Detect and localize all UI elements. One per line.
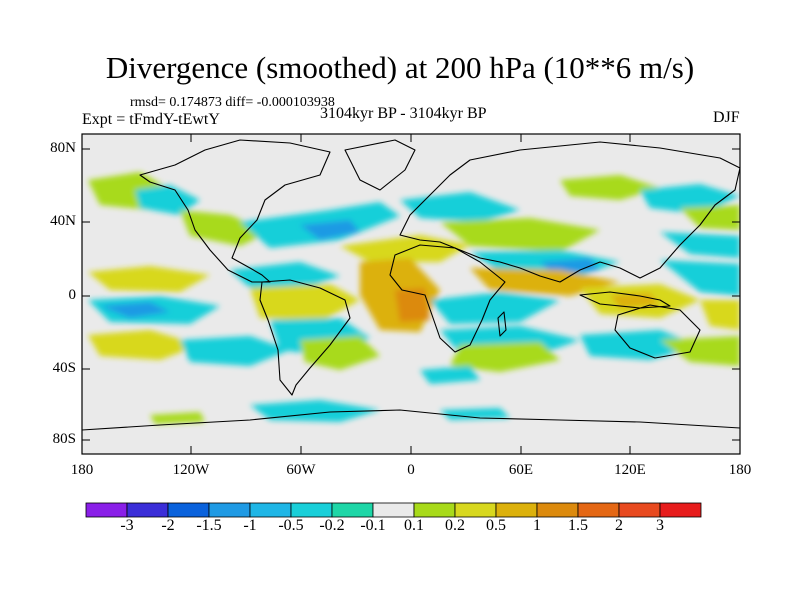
field-positive-region [660,336,740,366]
colorbar-swatch [495,502,538,518]
coastlines [82,139,740,431]
colorbar-label: -0.5 [278,517,304,534]
coastline-europe-asia [399,141,740,283]
field-negative-region [135,185,200,215]
colorbar-label: 0.2 [445,517,465,534]
field-positive-region [680,205,740,230]
colorbar-swatch [577,502,620,518]
field-positive-region [150,412,205,424]
field-positive-region [88,266,210,292]
colorbar-label: 1 [533,517,541,534]
period-label: 3104kyr BP - 3104kyr BP [320,105,487,122]
y-tick-label: 80N [50,140,76,156]
field-positive-region [88,330,200,360]
colorbar-label: -1 [243,517,257,534]
experiment-label: Expt = tFmdY-tEwtY [82,111,220,128]
coastline-africa [389,244,506,353]
colorbar-label: -2 [161,517,175,534]
x-tick-label: 120E [614,462,646,478]
coastline-madagascar [497,311,507,337]
field-positive-region [180,210,270,246]
plot-title: Divergence (smoothed) at 200 hPa (10**6 … [105,50,695,85]
colorbar-swatch [290,502,333,518]
field-positive-region [700,300,740,330]
axis-ticks [81,134,741,454]
colorbar-swatch [85,502,128,518]
season-label: DJF [713,109,740,126]
field-negative-region [300,220,360,240]
field-negative-region [180,336,290,366]
colorbar-swatch [618,502,661,518]
field-positive-region [560,175,660,200]
field-positive-region [450,342,560,372]
coastline-greenland [344,139,416,191]
colorbar-swatch [413,502,456,518]
colorbar-swatch [331,502,374,518]
colorbar-swatch [454,502,497,518]
colorbar-label: 2 [615,517,623,534]
y-tick-label: 40S [52,360,76,376]
field-negative-region [420,366,480,384]
colorbar-label: 1.5 [568,517,588,534]
x-tick-label: 60W [286,462,316,478]
x-tick-label: 60E [508,462,534,478]
x-tick-label: 180 [728,462,752,478]
x-tick-label: 180 [70,462,94,478]
colorbar-label: -3 [120,517,134,534]
field-negative-region [230,262,340,290]
field-negative-region [660,232,740,258]
field-shading [88,172,740,424]
field-negative-region [400,192,520,222]
colorbar-label: 3 [656,517,664,534]
x-tick-label: 120W [172,462,210,478]
colorbar-swatch [208,502,251,518]
field-positive-region [610,293,660,308]
coastline-south-america [259,279,351,396]
coastline-north-america [139,139,331,283]
field-positive-region [300,336,380,370]
x-tick-label: 0 [407,462,415,478]
colorbar-label: 0.5 [486,517,506,534]
colorbar-swatch [659,502,702,518]
field-negative-region [660,260,740,296]
field-negative-region [100,302,170,318]
field-positive-region [440,218,600,252]
coastline-antarctica [82,409,740,431]
colorbar-swatch [249,502,292,518]
field-positive-region [395,288,430,322]
field-negative-region [440,408,510,420]
y-tick-label: 80S [52,431,76,447]
colorbar-label: -1.5 [196,517,222,534]
colorbar-swatch [372,502,415,518]
coastline-indonesia [579,291,671,309]
colorbar-swatch [167,502,210,518]
colorbar-label: 0.1 [404,517,424,534]
colorbar-label: -0.1 [360,517,386,534]
field-negative-region [430,292,560,324]
rmsd-stats: rmsd= 0.174873 diff= -0.000103938 [130,95,335,110]
y-tick-label: 0 [68,287,77,303]
field-negative-region [580,330,700,360]
y-tick-label: 40N [50,213,76,229]
colorbar-swatch [536,502,579,518]
colorbar-swatch [126,502,169,518]
colorbar-label: -0.2 [319,517,345,534]
